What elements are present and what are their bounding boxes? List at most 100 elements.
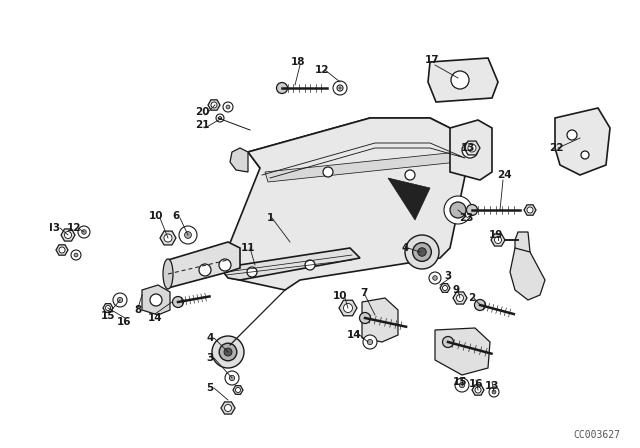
Text: 3: 3 <box>206 353 214 363</box>
Circle shape <box>219 259 231 271</box>
Circle shape <box>323 167 333 177</box>
Circle shape <box>223 102 233 112</box>
Circle shape <box>495 237 502 244</box>
Circle shape <box>442 285 447 290</box>
Circle shape <box>462 142 478 158</box>
Text: 6: 6 <box>172 211 180 221</box>
Circle shape <box>474 300 486 310</box>
Text: 18: 18 <box>291 57 305 67</box>
Polygon shape <box>453 292 467 304</box>
Circle shape <box>247 267 257 277</box>
Circle shape <box>433 276 437 280</box>
Polygon shape <box>555 108 610 175</box>
Text: 22: 22 <box>548 143 563 153</box>
Circle shape <box>405 170 415 180</box>
Polygon shape <box>103 304 113 312</box>
Text: 13: 13 <box>461 143 476 153</box>
Text: 8: 8 <box>134 305 141 315</box>
Polygon shape <box>510 248 545 300</box>
Polygon shape <box>428 58 498 102</box>
Circle shape <box>218 116 221 120</box>
Polygon shape <box>168 242 240 288</box>
Polygon shape <box>160 231 176 245</box>
Circle shape <box>216 114 224 122</box>
Circle shape <box>164 234 172 242</box>
Circle shape <box>451 71 469 89</box>
Circle shape <box>475 387 481 393</box>
Polygon shape <box>524 205 536 215</box>
Circle shape <box>59 247 65 253</box>
Circle shape <box>527 207 533 213</box>
Text: 15: 15 <box>452 377 467 387</box>
Text: 10: 10 <box>148 211 163 221</box>
Text: 19: 19 <box>489 230 503 240</box>
Circle shape <box>225 371 239 385</box>
Text: 16: 16 <box>116 317 131 327</box>
Circle shape <box>226 105 230 109</box>
Text: 17: 17 <box>425 55 439 65</box>
Circle shape <box>450 202 466 218</box>
Text: 14: 14 <box>148 313 163 323</box>
Text: 9: 9 <box>452 285 460 295</box>
Circle shape <box>82 230 86 234</box>
Circle shape <box>305 260 315 270</box>
Circle shape <box>173 297 184 307</box>
Circle shape <box>71 250 81 260</box>
Ellipse shape <box>163 259 173 289</box>
Circle shape <box>455 378 469 392</box>
Circle shape <box>452 205 463 215</box>
Text: 10: 10 <box>333 291 348 301</box>
Text: 12: 12 <box>67 223 81 233</box>
Polygon shape <box>221 402 235 414</box>
Circle shape <box>212 336 244 368</box>
Circle shape <box>418 248 426 256</box>
Circle shape <box>150 294 162 306</box>
Polygon shape <box>388 178 430 220</box>
Polygon shape <box>265 152 458 182</box>
Circle shape <box>467 204 477 215</box>
Circle shape <box>405 235 439 269</box>
Circle shape <box>113 293 127 307</box>
Circle shape <box>339 87 341 89</box>
Circle shape <box>460 382 465 388</box>
Circle shape <box>276 82 287 94</box>
Circle shape <box>106 306 111 310</box>
Polygon shape <box>491 234 505 246</box>
Polygon shape <box>61 229 75 241</box>
Text: 3: 3 <box>444 271 452 281</box>
Circle shape <box>78 226 90 238</box>
Text: 14: 14 <box>347 330 362 340</box>
Text: 21: 21 <box>195 120 209 130</box>
Circle shape <box>337 85 342 90</box>
Text: 4: 4 <box>206 333 214 343</box>
Polygon shape <box>472 385 484 395</box>
Circle shape <box>367 339 372 345</box>
Circle shape <box>489 387 499 397</box>
Polygon shape <box>208 100 220 110</box>
Circle shape <box>333 81 347 95</box>
Circle shape <box>65 232 72 238</box>
Circle shape <box>456 294 463 302</box>
Polygon shape <box>56 245 68 255</box>
Circle shape <box>225 405 232 412</box>
Circle shape <box>179 226 197 244</box>
Circle shape <box>363 335 377 349</box>
Polygon shape <box>230 148 248 172</box>
Circle shape <box>199 264 211 276</box>
Circle shape <box>224 348 232 356</box>
Circle shape <box>236 388 241 392</box>
Text: 16: 16 <box>468 379 483 389</box>
Circle shape <box>219 343 237 361</box>
Polygon shape <box>515 232 530 258</box>
Circle shape <box>468 144 476 152</box>
Polygon shape <box>248 118 470 168</box>
Polygon shape <box>435 328 490 375</box>
Circle shape <box>117 297 123 303</box>
Polygon shape <box>220 118 470 290</box>
Circle shape <box>337 85 343 91</box>
Circle shape <box>413 243 431 261</box>
Circle shape <box>444 196 472 224</box>
Polygon shape <box>233 386 243 394</box>
Circle shape <box>429 272 441 284</box>
Text: 13: 13 <box>484 381 499 391</box>
